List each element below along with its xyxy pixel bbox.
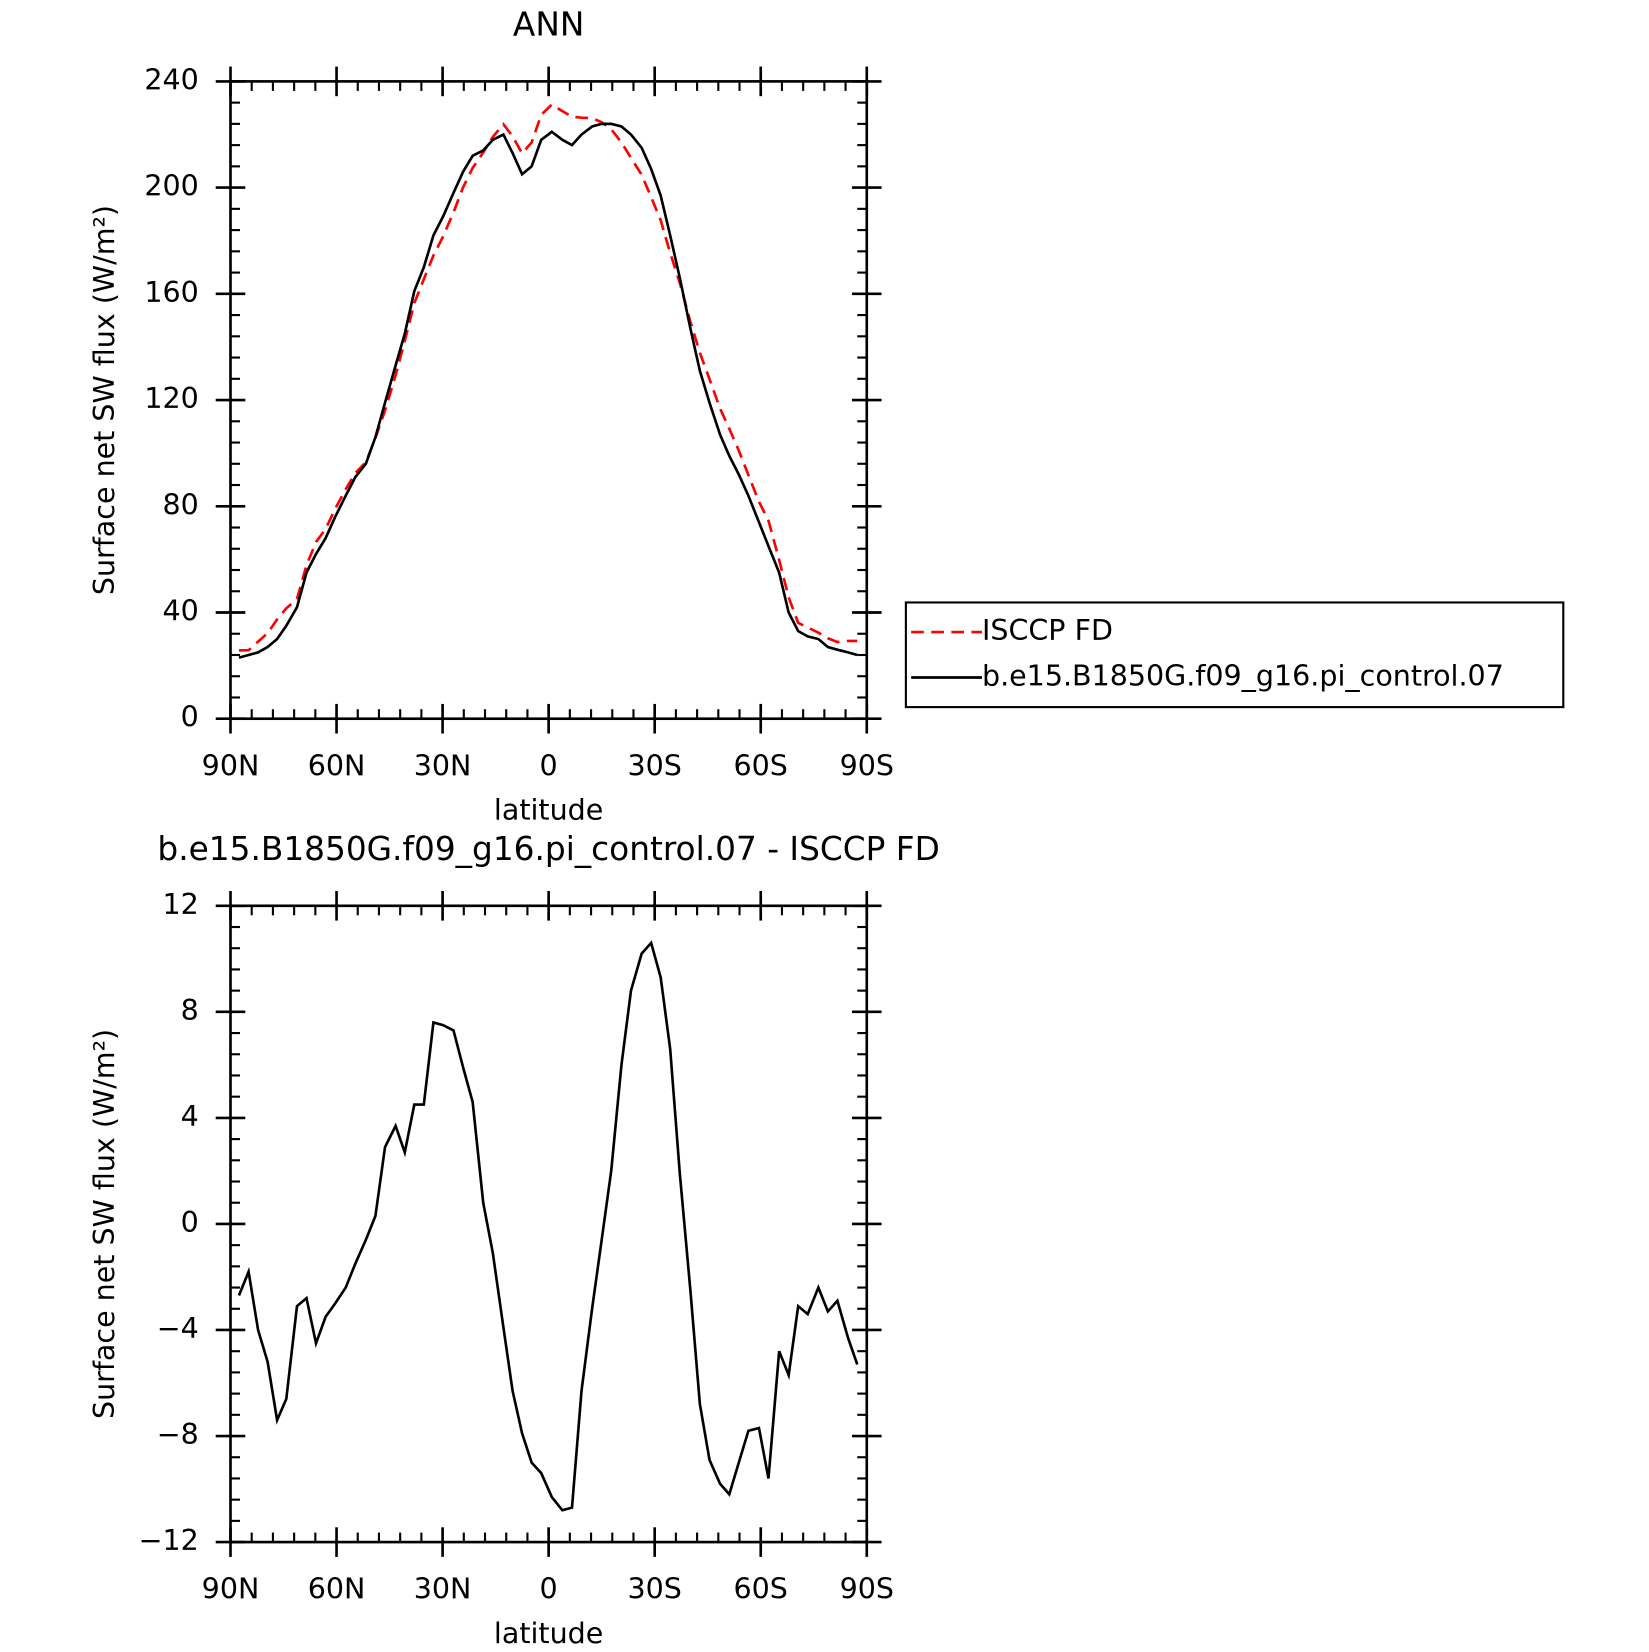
x-axis-label: latitude (494, 794, 603, 827)
x-tick-label: 60S (734, 749, 788, 782)
y-tick-label: 160 (144, 276, 198, 309)
x-tick-label: 0 (540, 1573, 558, 1606)
x-tick-label: 30S (627, 1573, 681, 1606)
y-tick-label: 8 (181, 994, 199, 1027)
y-tick-label: −8 (157, 1418, 199, 1451)
plot-frame (229, 80, 869, 721)
chart-title: ANN (513, 5, 584, 43)
y-tick-label: 0 (181, 701, 199, 734)
y-axis-label: Surface net SW flux (W/m²) (88, 1029, 121, 1419)
x-tick-label: 90N (202, 1573, 260, 1606)
x-tick-label: 60N (308, 749, 366, 782)
y-tick-label: 200 (144, 170, 198, 203)
y-tick-label: 120 (144, 382, 198, 415)
y-tick-label: −12 (139, 1524, 199, 1557)
data-line (238, 102, 858, 652)
x-tick-label: 60S (734, 1573, 788, 1606)
x-tick-label: 30N (414, 749, 472, 782)
x-tick-label: 30S (627, 749, 681, 782)
legend-label: b.e15.B1850G.f09_g16.pi_control.07 (982, 659, 1504, 692)
y-tick-label: 4 (181, 1100, 199, 1133)
x-tick-label: 90S (840, 1573, 894, 1606)
chart-title: b.e15.B1850G.f09_g16.pi_control.07 - ISC… (157, 830, 939, 868)
legend-label: ISCCP FD (982, 614, 1113, 647)
y-tick-label: 80 (162, 488, 198, 521)
y-tick-label: 40 (162, 594, 198, 627)
x-tick-label: 0 (540, 749, 558, 782)
x-tick-label: 90S (840, 749, 894, 782)
x-tick-label: 90N (202, 749, 260, 782)
y-tick-label: 0 (181, 1206, 199, 1239)
y-tick-label: 240 (144, 63, 198, 96)
data-line (238, 122, 858, 659)
y-tick-label: 12 (162, 888, 198, 921)
y-axis-label: Surface net SW flux (W/m²) (88, 205, 121, 595)
y-tick-label: −4 (157, 1312, 199, 1345)
x-tick-label: 60N (308, 1573, 366, 1606)
x-tick-label: 30N (414, 1573, 472, 1606)
legend-box (904, 601, 1565, 709)
x-axis-label: latitude (494, 1617, 603, 1650)
data-line (237, 940, 859, 1512)
